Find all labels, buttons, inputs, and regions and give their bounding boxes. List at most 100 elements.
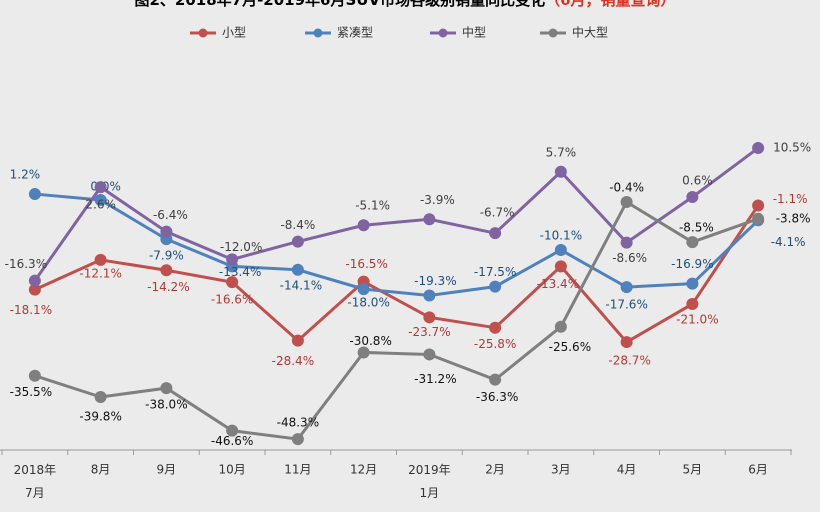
data-label: -21.0%: [676, 312, 718, 326]
data-point: [752, 142, 765, 155]
data-label: -3.9%: [420, 193, 455, 207]
x-tick-label-line: 2019年: [408, 463, 451, 477]
data-point: [291, 235, 304, 248]
data-label: -13.4%: [537, 277, 579, 291]
data-point: [554, 165, 567, 178]
data-point: [489, 227, 502, 240]
data-label: -16.3%: [5, 257, 47, 271]
data-label: -0.4%: [609, 180, 644, 194]
data-label: -23.7%: [408, 325, 450, 339]
data-point: [94, 253, 107, 266]
data-label: -17.5%: [474, 265, 516, 279]
legend-label: 中型: [462, 25, 486, 40]
data-point: [554, 320, 567, 333]
data-point: [686, 297, 699, 310]
series-line: [34, 204, 760, 344]
data-point: [620, 195, 633, 208]
data-point: [291, 433, 304, 446]
data-label: -46.6%: [211, 434, 253, 448]
data-point: [752, 199, 765, 212]
x-tick-label: 11月: [284, 463, 311, 477]
data-label: -4.1%: [771, 235, 806, 249]
data-point: [686, 277, 699, 290]
data-label: -6.7%: [480, 206, 515, 220]
data-label: -3.8%: [776, 211, 811, 225]
legend-label: 紧凑型: [337, 26, 373, 40]
data-label: -17.6%: [605, 298, 647, 312]
data-label: -7.9%: [149, 249, 184, 263]
x-tick-label: 5月: [683, 463, 703, 477]
x-tick-label-line: 1月: [420, 486, 440, 500]
x-tick-label: 12月: [350, 463, 377, 477]
data-label: -19.3%: [414, 274, 456, 288]
data-point: [94, 391, 107, 404]
data-label: -8.5%: [679, 221, 714, 235]
x-tick-label: 2018年 7月: [14, 463, 57, 500]
legend-marker: [313, 28, 323, 38]
data-label: -35.5%: [10, 385, 52, 399]
legend-marker: [438, 28, 448, 38]
data-point: [226, 253, 239, 266]
data-label: 2.6%: [85, 198, 116, 212]
data-point: [160, 264, 173, 277]
x-tick-label: 10月: [218, 463, 245, 477]
data-point: [357, 283, 370, 296]
data-point: [291, 334, 304, 347]
data-point: [620, 281, 633, 294]
data-point: [357, 219, 370, 232]
x-tick-label: 4月: [617, 463, 637, 477]
legend-label: 中大型: [572, 25, 608, 40]
x-tick-label-line: 7月: [25, 486, 45, 500]
series-line: [34, 192, 760, 298]
data-label: -36.3%: [476, 390, 518, 404]
title-note: （6月，销量查询）: [545, 0, 675, 9]
data-label: -30.8%: [349, 334, 391, 348]
series-line: [34, 199, 759, 441]
data-point: [357, 346, 370, 359]
data-label: -16.9%: [671, 257, 713, 271]
data-label: -13.4%: [219, 265, 261, 279]
data-point: [489, 280, 502, 293]
data-label: 0.6%: [682, 174, 713, 188]
data-label: -14.1%: [280, 278, 322, 292]
chart-title: 图2、2018年7月-2019年6月SUV市场各级别销量同比变化（6月，销量查询…: [134, 0, 675, 9]
data-label: -28.4%: [272, 354, 314, 368]
data-point: [28, 274, 41, 287]
data-point: [620, 336, 633, 349]
data-label: -8.6%: [612, 251, 647, 265]
x-tick-label: 6月: [748, 463, 768, 477]
data-point: [160, 382, 173, 395]
data-point: [28, 188, 41, 201]
data-label: -48.3%: [277, 416, 319, 430]
data-point: [686, 191, 699, 204]
x-tick-label: 2月: [485, 463, 505, 477]
data-label: -18.0%: [347, 296, 389, 310]
data-label: 1.2%: [10, 168, 41, 182]
data-point: [226, 424, 239, 437]
data-label: -18.1%: [10, 303, 52, 317]
x-tick-label: 9月: [157, 463, 177, 477]
data-label: -16.6%: [211, 293, 253, 307]
series-line: [33, 146, 760, 282]
data-point: [28, 283, 41, 296]
legend-marker: [198, 28, 208, 38]
data-point: [160, 225, 173, 238]
data-label: -12.1%: [79, 266, 121, 280]
data-point: [291, 263, 304, 276]
data-label: -1.1%: [773, 192, 808, 206]
data-point: [620, 236, 633, 249]
legend-label: 小型: [222, 26, 246, 40]
x-tick-label: 8月: [91, 463, 111, 477]
data-label: -39.8%: [79, 410, 121, 424]
x-tick-label: 2019年 1月: [408, 463, 451, 500]
data-label: -38.0%: [145, 398, 187, 412]
data-point: [554, 243, 567, 256]
data-point: [489, 321, 502, 334]
data-label: -10.1%: [540, 228, 582, 242]
data-label: -5.1%: [355, 199, 390, 213]
data-point: [423, 311, 436, 324]
data-point: [554, 260, 567, 273]
